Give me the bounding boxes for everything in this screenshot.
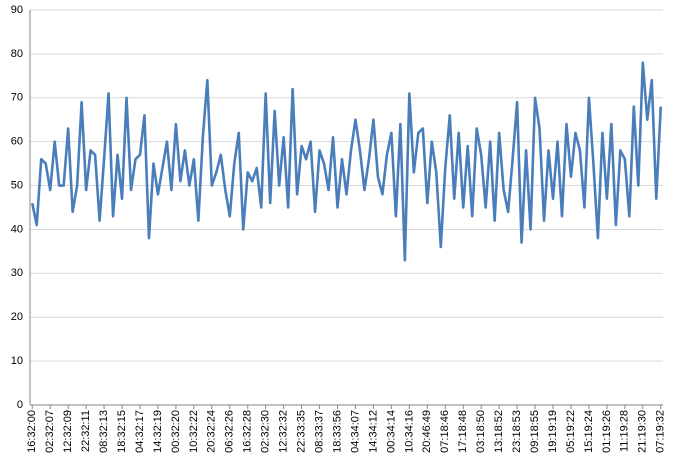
- x-tick-label: 06:32:26: [224, 410, 236, 453]
- x-tick-label: 10:32:22: [188, 410, 200, 453]
- y-tick-label: 90: [11, 4, 23, 16]
- x-tick-label: 21:19:30: [637, 410, 649, 453]
- x-tick-label: 00:34:14: [385, 410, 397, 453]
- x-tick-label: 04:32:17: [134, 410, 146, 453]
- x-tick-label: 20:32:24: [206, 410, 218, 453]
- x-tick-label: 05:19:22: [565, 410, 577, 453]
- x-tick-label: 18:32:15: [116, 410, 128, 453]
- data-line: [30, 61, 663, 262]
- x-tick-label: 02:32:30: [260, 410, 272, 453]
- x-tick-label: 17:18:48: [457, 410, 469, 453]
- y-tick-label: 40: [11, 223, 23, 235]
- x-tick-label: 22:33:35: [296, 410, 308, 453]
- x-tick-label: 07:19:32: [655, 410, 667, 453]
- y-tick-label: 70: [11, 92, 23, 104]
- x-tick-label: 12:32:32: [278, 410, 290, 453]
- x-tick-label: 03:18:50: [475, 410, 487, 453]
- x-tick-label: 09:18:55: [529, 410, 541, 453]
- y-tick-label: 50: [11, 179, 23, 191]
- x-tick-label: 19:19:19: [547, 410, 559, 453]
- x-tick-label: 15:19:24: [583, 410, 595, 453]
- x-tick-label: 16:32:00: [26, 410, 38, 453]
- x-tick-label: 01:19:26: [601, 410, 613, 453]
- x-tick-label: 08:32:13: [98, 410, 110, 453]
- y-tick-label: 30: [11, 267, 23, 279]
- x-tick-label: 20:46:49: [421, 410, 433, 453]
- x-tick-label: 14:34:12: [367, 410, 379, 453]
- x-tick-label: 11:19:28: [619, 410, 631, 452]
- x-tick-label: 18:33:56: [331, 410, 343, 453]
- x-tick-label: 00:32:20: [170, 410, 182, 453]
- y-tick-label: 20: [11, 311, 23, 323]
- x-tick-label: 22:32:11: [80, 410, 92, 452]
- y-tick-label: 60: [11, 136, 23, 148]
- x-tick-label: 04:34:07: [349, 410, 361, 453]
- y-tick-label: 0: [17, 399, 23, 411]
- y-tick-label: 80: [11, 48, 23, 60]
- x-tick-label: 02:32:07: [44, 410, 56, 453]
- x-tick-label: 10:34:16: [403, 410, 415, 453]
- x-tick-label: 12:32:09: [62, 410, 74, 453]
- x-tick-label: 13:18:52: [493, 410, 505, 453]
- x-tick-label: 14:32:19: [152, 410, 164, 453]
- y-tick-label: 10: [11, 355, 23, 367]
- x-tick-label: 16:32:28: [242, 410, 254, 453]
- x-tick-label: 23:18:53: [511, 410, 523, 453]
- x-tick-label: 07:18:46: [439, 410, 451, 453]
- x-tick-label: 08:33:37: [313, 410, 325, 453]
